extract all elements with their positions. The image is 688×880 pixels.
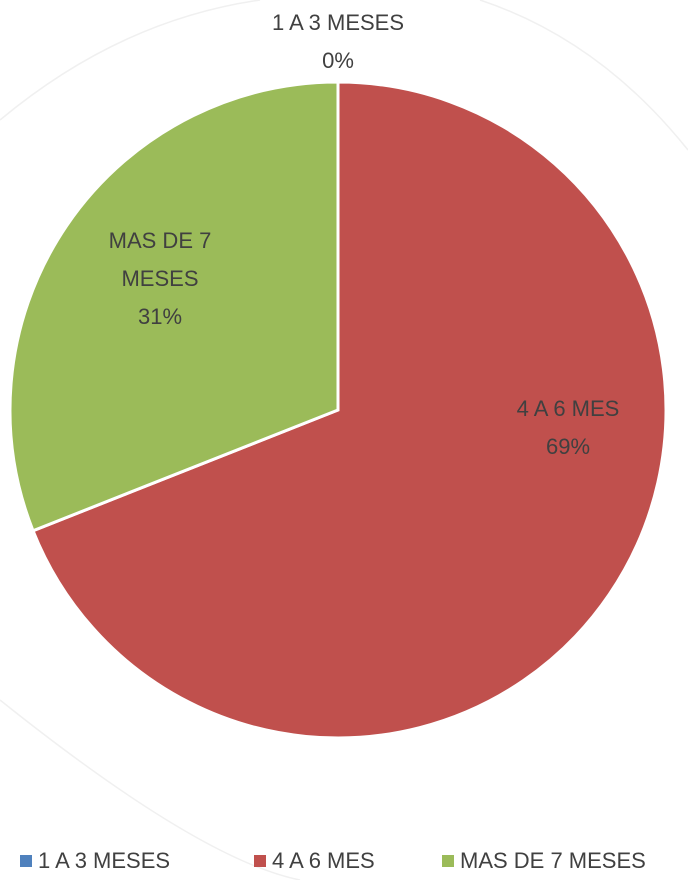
legend-label: 4 A 6 MES <box>272 848 375 873</box>
slice-category-label: 1 A 3 MESES <box>272 10 404 35</box>
decor-line <box>0 0 261 121</box>
slice-value-label: 69% <box>546 434 590 459</box>
legend-swatch <box>20 855 32 867</box>
slice-category-label: 4 A 6 MES <box>517 396 620 421</box>
legend-swatch <box>442 855 454 867</box>
slice-value-label: 0% <box>322 48 354 73</box>
slice-category-label: MAS DE 7 MESES <box>109 228 212 291</box>
pie-slice <box>31 80 668 740</box>
legend-swatch <box>254 855 266 867</box>
pie-slice <box>8 80 340 533</box>
legend-label: MAS DE 7 MESES <box>460 848 646 873</box>
decor-line <box>0 699 301 880</box>
decor-line <box>479 0 688 151</box>
legend-label: 1 A 3 MESES <box>38 848 170 873</box>
slice-value-label: 31% <box>138 304 182 329</box>
